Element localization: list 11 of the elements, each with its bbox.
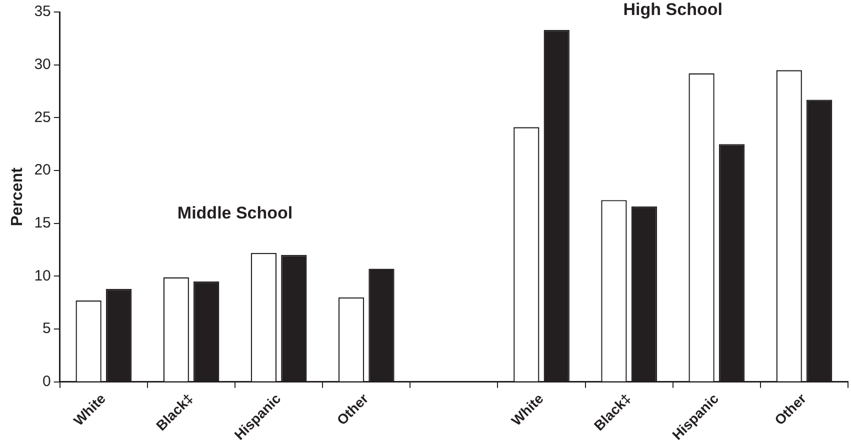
y-tick-label: 25 [34, 108, 51, 126]
y-tick-label: 10 [34, 267, 51, 284]
y-tick-label: 0 [42, 373, 51, 390]
y-tick-label: 20 [34, 162, 51, 179]
y-tick-label: 30 [34, 56, 51, 73]
annotation: Middle School [177, 203, 293, 222]
y-tick-label: 15 [34, 214, 51, 232]
y-tick-label: 35 [34, 3, 51, 20]
y-axis-title: Percent [9, 166, 26, 226]
annotation: High School [623, 0, 722, 20]
y-tick-label: 5 [42, 320, 51, 338]
